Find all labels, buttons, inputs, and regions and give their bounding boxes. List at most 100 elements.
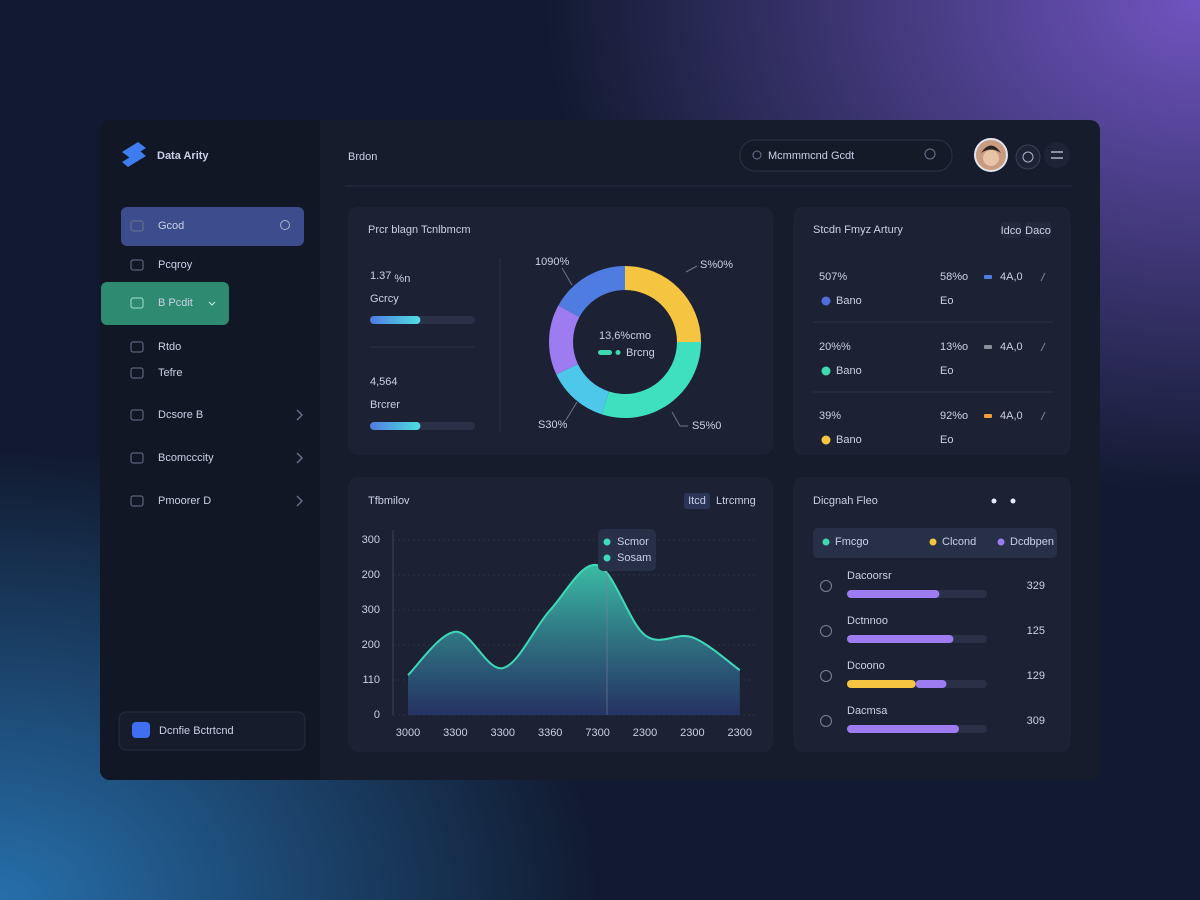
flow-segment	[847, 680, 916, 688]
donut-center-legend: Brcng	[626, 347, 655, 359]
stat-value: 20%%	[819, 341, 851, 353]
donut-callout: S30%	[538, 419, 568, 431]
stat-value: 39%	[819, 410, 841, 422]
stat-dot	[821, 435, 831, 445]
card-title: Dicgnah Fleo	[813, 495, 878, 507]
nav-icon	[130, 341, 144, 353]
center-dot	[615, 350, 621, 355]
stat-tag: Bano	[836, 295, 862, 307]
area-line	[407, 564, 741, 676]
donut-segment	[549, 305, 580, 375]
flow-segment	[847, 725, 959, 733]
nav-item[interactable]: Dcsore B	[158, 409, 203, 421]
brand-logo	[122, 142, 146, 167]
avatar-hair	[981, 145, 1001, 153]
legend-swatch	[822, 538, 830, 546]
legend-item: Dcdbpen	[1010, 536, 1054, 548]
stat-marker	[984, 414, 992, 418]
tab-active[interactable]	[684, 493, 710, 509]
donut-center-value: 13,6%cmo	[599, 330, 651, 342]
y-tick-label: 300	[362, 604, 380, 616]
legend-item: Clcond	[942, 536, 976, 548]
progress-fill	[370, 316, 421, 324]
flow-label: Dcoono	[847, 660, 885, 672]
chart-tab[interactable]: Ltrcmng	[716, 495, 756, 507]
card-title: Stcdn Fmyz Artury	[813, 224, 903, 236]
flow-segment	[847, 635, 954, 643]
x-tick-label: 2300	[680, 727, 704, 739]
nav-active[interactable]	[121, 207, 304, 246]
tab[interactable]	[1001, 222, 1021, 238]
nav-icon	[130, 297, 144, 309]
metric-value: 1.37	[370, 270, 391, 282]
y-tick-label: 300	[362, 534, 380, 546]
stats-card	[793, 207, 1071, 455]
tooltip-dot	[603, 538, 611, 546]
x-tick-label: 3360	[538, 727, 562, 739]
tab[interactable]	[1025, 222, 1051, 238]
nav-icon	[130, 409, 144, 421]
nav-search-icon	[280, 220, 290, 230]
nav-chevron	[296, 495, 303, 507]
legend-item: Fmcgo	[835, 536, 869, 548]
nav-item[interactable]: Bcomcccity	[158, 452, 214, 464]
nav-icon	[130, 220, 144, 232]
stat-marker	[984, 345, 992, 349]
flow-segment	[847, 590, 940, 598]
flow-value: 125	[1027, 625, 1045, 637]
flow-value: 309	[1027, 715, 1045, 727]
search-box[interactable]	[739, 139, 953, 172]
settings-button[interactable]	[1015, 144, 1041, 170]
legend-swatch	[929, 538, 937, 546]
donut-callout: S5%0	[692, 420, 721, 432]
nav-item[interactable]: Rtdo	[158, 341, 181, 353]
sidebar-footer[interactable]	[118, 711, 306, 751]
legend-swatch	[997, 538, 1005, 546]
nav-icon	[130, 259, 144, 271]
nav-icon	[130, 367, 144, 379]
y-tick-label: 0	[374, 709, 380, 721]
donut-segment	[556, 364, 609, 415]
metric-label: Brcrer	[370, 399, 400, 411]
row-icon	[820, 580, 832, 592]
x-tick-label: 2300	[728, 727, 752, 739]
menu-button[interactable]	[1044, 142, 1070, 168]
callout-line	[565, 401, 578, 421]
nav-item[interactable]: B Pcdit	[158, 297, 193, 309]
metric-label: Gcrcy	[370, 293, 399, 305]
tooltip-text: Sosam	[617, 552, 651, 564]
avatar-face	[983, 150, 999, 166]
card-tab[interactable]: Idco	[1001, 225, 1022, 237]
flow-card	[793, 477, 1071, 752]
stat-dot	[821, 366, 831, 376]
card-tab[interactable]: Daco	[1025, 225, 1051, 237]
flow-segment	[915, 680, 947, 688]
nav-selected[interactable]	[101, 282, 229, 325]
brand-name: Data Arity	[157, 150, 209, 162]
stat-value: 507%	[819, 271, 847, 283]
callout-line	[671, 411, 688, 427]
stat-dot	[821, 296, 831, 306]
donut-segment	[601, 342, 701, 419]
progress-fill	[370, 422, 421, 430]
nav-item[interactable]: Gcod	[158, 220, 184, 232]
row-icon	[820, 625, 832, 637]
search-icon	[924, 148, 936, 160]
nav-item[interactable]: Tefre	[158, 367, 182, 379]
chart-tab[interactable]: Itcd	[688, 495, 706, 507]
search-placeholder: Mcmmmcnd Gcdt	[768, 150, 854, 162]
card-title: Prcr blagn Tcnlbmcm	[368, 224, 471, 236]
tooltip-text: Scmor	[617, 536, 649, 548]
x-tick-label: 2300	[633, 727, 657, 739]
callout-line	[685, 265, 698, 273]
stat-sub: 92%o	[940, 410, 968, 422]
nav-item[interactable]: Pcqroy	[158, 259, 193, 271]
center-chip	[598, 350, 612, 355]
stat-amount: 4A,0	[1000, 410, 1023, 422]
x-tick-label: 3300	[443, 727, 467, 739]
menu-icon	[1051, 151, 1063, 159]
flow-label: Dctnnoo	[847, 615, 888, 627]
settings-icon	[1022, 151, 1034, 163]
nav-chevron	[296, 452, 303, 464]
nav-item[interactable]: Pmoorer D	[158, 495, 211, 507]
